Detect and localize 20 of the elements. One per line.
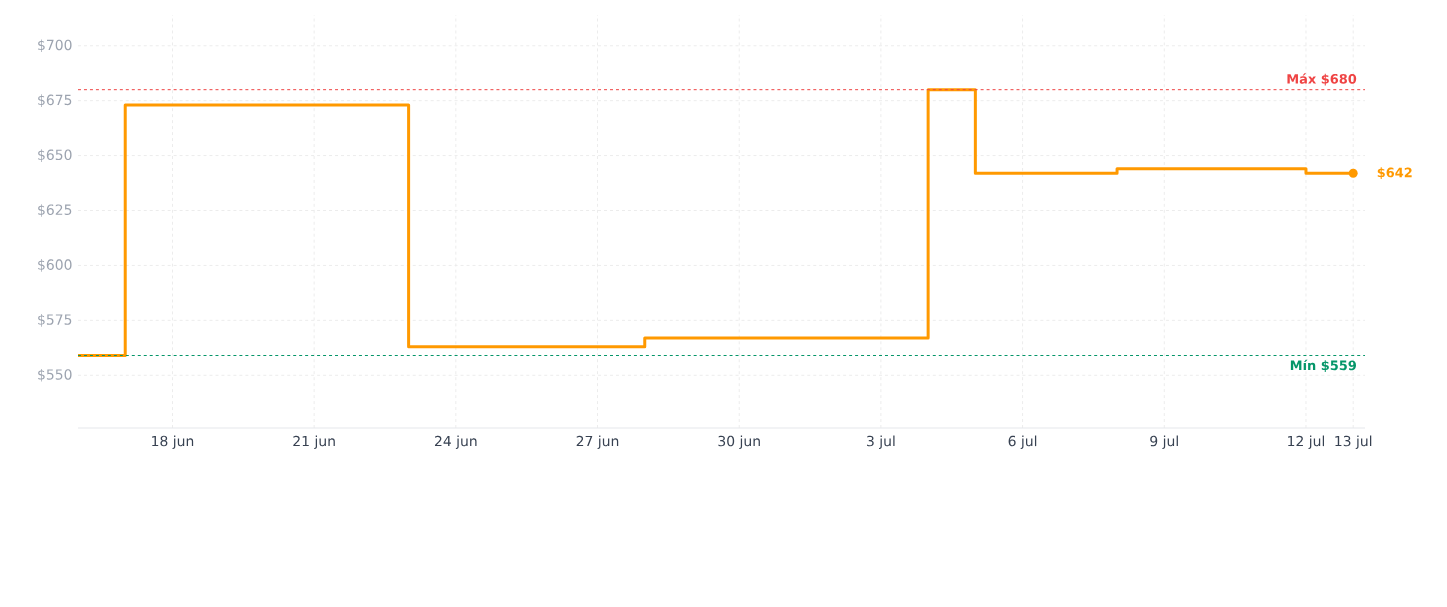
x-tick-label: 6 jul: [1008, 435, 1037, 450]
y-tick-label: $550: [38, 368, 72, 382]
x-tick-label: 12 jul: [1288, 435, 1325, 450]
x-tick-label: 3 jul: [867, 435, 895, 450]
y-tick-label: $575: [38, 314, 72, 327]
y-tick-label: $650: [38, 149, 72, 162]
x-tick-label: 18 jun: [152, 435, 194, 450]
y-tick-label: $675: [38, 94, 72, 107]
x-tick-label: 30 jun: [718, 435, 760, 450]
y-tick-label: $625: [38, 204, 72, 217]
x-tick-label: 13 jul: [1335, 435, 1372, 450]
y-tick-label: $700: [38, 39, 72, 53]
annotation: $642: [1377, 167, 1412, 180]
ref-line-label: Mín $559: [1290, 359, 1356, 372]
x-tick-label: 27 jun: [576, 435, 619, 450]
ref-line-label: Máx $680: [1287, 73, 1357, 86]
x-tick-label: 9 jul: [1150, 435, 1178, 450]
x-tick-label: 21 jun: [293, 435, 335, 450]
x-tick-label: 24 jun: [434, 435, 477, 450]
y-tick-label: $600: [38, 259, 72, 272]
